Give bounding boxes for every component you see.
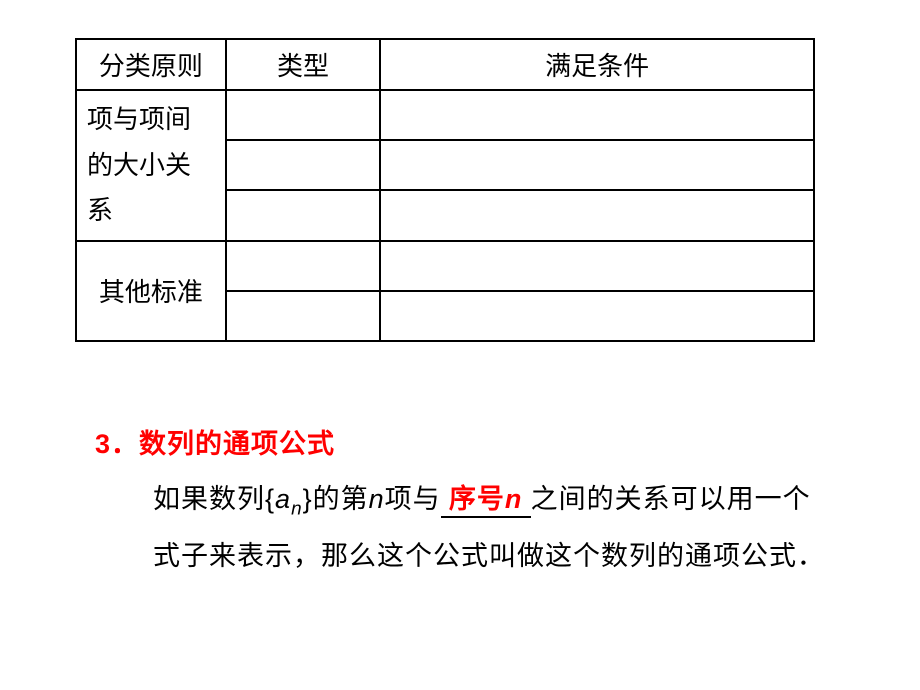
header-cell-type: 类型	[226, 39, 381, 90]
text-frag: 项与	[385, 484, 441, 514]
cell-type-1	[226, 90, 381, 140]
cell-cond-5	[380, 291, 814, 341]
section-title-line: 3．数列的通项公式	[95, 417, 845, 472]
table-row: 项与项间的大小关系	[76, 90, 814, 140]
cell-cond-4	[380, 241, 814, 291]
n-var: n	[369, 484, 385, 514]
sequence-var: a	[275, 484, 291, 514]
sequence-sub: n	[291, 498, 303, 519]
blank-n: n	[505, 484, 523, 514]
cell-type-5	[226, 291, 381, 341]
cell-cond-1	[380, 90, 814, 140]
body-line-2: 式子来表示，那么这个公式叫做这个数列的通项公式．	[95, 529, 845, 584]
header-cell-principle: 分类原则	[76, 39, 226, 90]
fill-blank: 序号n	[441, 485, 531, 518]
text-frag: 如果数列{	[153, 484, 275, 514]
page-root: 分类原则 类型 满足条件 项与项间的大小关系 其他标准	[0, 0, 920, 690]
cell-relation-group: 项与项间的大小关系	[76, 90, 226, 241]
cell-other-group: 其他标准	[76, 241, 226, 341]
text-frag: 之间的关系可以用一个	[531, 484, 811, 514]
table-header-row: 分类原则 类型 满足条件	[76, 39, 814, 90]
header-cell-condition: 满足条件	[380, 39, 814, 90]
cell-type-4	[226, 241, 381, 291]
cell-cond-2	[380, 140, 814, 190]
classification-table: 分类原则 类型 满足条件 项与项间的大小关系 其他标准	[75, 38, 815, 342]
body-line-1: 如果数列{an}的第n项与序号n之间的关系可以用一个	[95, 472, 845, 529]
section-3: 3．数列的通项公式 如果数列{an}的第n项与序号n之间的关系可以用一个 式子来…	[75, 417, 845, 585]
blank-text: 序号	[449, 484, 505, 514]
cell-cond-3	[380, 190, 814, 240]
section-number: 3．	[95, 429, 139, 459]
text-frag: }的第	[303, 484, 369, 514]
cell-relation-text: 项与项间的大小关系	[87, 104, 191, 225]
text-frag: 式子来表示，那么这个公式叫做这个数列的通项公式．	[153, 541, 825, 571]
cell-type-2	[226, 140, 381, 190]
section-title: 数列的通项公式	[139, 429, 335, 459]
cell-type-3	[226, 190, 381, 240]
cell-other-text: 其他标准	[99, 277, 203, 307]
table-row: 其他标准	[76, 241, 814, 291]
